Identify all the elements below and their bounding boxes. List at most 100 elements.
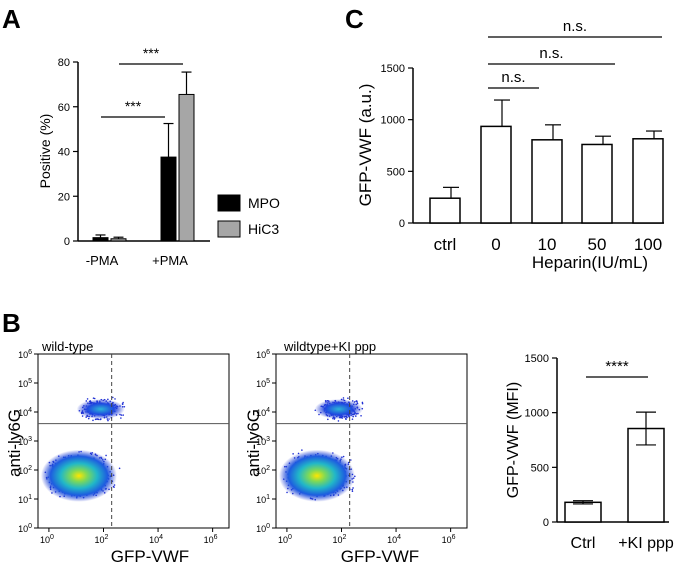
flow-y-tick-label: 103 xyxy=(256,436,270,447)
panel-b-axes: 0 500 1000 1500 xyxy=(525,353,669,529)
bar-c-100 xyxy=(632,138,664,224)
panel-a-y-tick-label: 60 xyxy=(58,102,70,114)
flow-y-tick-exponent: 6 xyxy=(28,349,32,356)
flow-y-tick-exponent: 1 xyxy=(266,494,270,501)
panel-label-b: B xyxy=(2,308,21,338)
flow-plot-2-title: wildtype+KI ppp xyxy=(283,339,376,354)
flow-event-dot xyxy=(361,401,364,404)
flow-event-dot xyxy=(292,453,294,455)
sig-c-100-label: n.s. xyxy=(563,18,587,35)
flow-event-dot xyxy=(112,396,114,399)
flow-y-tick-exponent: 1 xyxy=(28,494,32,501)
flow-x-tick-label: 102 xyxy=(95,534,109,545)
panel-b-y-tick-label: 0 xyxy=(543,517,549,529)
flow-event-dot xyxy=(113,486,115,488)
flow-event-dot xyxy=(347,397,349,400)
flow-y-tick-exponent: 4 xyxy=(266,407,270,414)
panel-c-y-tick-label: 1000 xyxy=(381,115,405,127)
flow-y-tick-exponent: 4 xyxy=(28,407,32,414)
flow-event-dot xyxy=(351,418,354,420)
sig-a-mpo-label: *** xyxy=(125,98,142,114)
panel-b-significance: **** xyxy=(586,358,648,378)
flow-y-tick-label: 100 xyxy=(18,523,32,534)
flow-density-core xyxy=(278,449,355,502)
panel-b-x-tick-label: +KI ppp xyxy=(618,535,674,552)
flow-plot-frame xyxy=(275,353,468,529)
flow-x-tick-exponent: 0 xyxy=(288,534,292,541)
panel-b-y-tick-label: 1500 xyxy=(525,353,549,365)
panel-label-a: A xyxy=(2,4,21,34)
flow-event-dot xyxy=(345,418,347,421)
legend-label-hic3: HiC3 xyxy=(248,221,279,237)
sig-a-hic3-label: *** xyxy=(143,45,160,61)
panel-b-y-axis-label: GFP-VWF (MFI) xyxy=(505,382,522,498)
panel-c-x-tick-label: 100 xyxy=(634,235,662,254)
flow-event-dot xyxy=(86,398,89,400)
flow-plot-1-title: wild-type xyxy=(41,339,93,354)
flow-x-tick-label: 102 xyxy=(333,534,347,545)
panel-c-x-tick-label: ctrl xyxy=(434,235,457,254)
flow-y-tick-exponent: 3 xyxy=(266,436,270,443)
flow-y-tick-label: 102 xyxy=(256,465,270,476)
panel-c-bars: ctrl 0 10 50 100 xyxy=(429,99,664,254)
flow-event-dot xyxy=(108,418,110,420)
flow-event-dot xyxy=(342,455,345,458)
flow-event-dot xyxy=(350,459,352,461)
flow-y-tick-label: 105 xyxy=(256,378,270,389)
flow-y-tick-label: 105 xyxy=(18,378,32,389)
flow-y-tick-label: 104 xyxy=(256,407,270,418)
bar-hic3-0 xyxy=(110,238,127,242)
bar-c-50 xyxy=(581,143,613,224)
panel-a-y-tick-label: 40 xyxy=(58,147,70,159)
panel-b-x-tick-label: Ctrl xyxy=(571,535,596,552)
flow-y-tick-label: 103 xyxy=(18,436,32,447)
flow-x-tick-label: 106 xyxy=(442,534,456,545)
flow-y-tick-exponent: 3 xyxy=(28,436,32,443)
panel-a-y-tick-label: 80 xyxy=(58,57,70,69)
sig-c-10-label: n.s. xyxy=(501,69,525,86)
flow-plot-1-y-label: anti-ly6G xyxy=(5,409,24,477)
flow-event-dot xyxy=(351,488,354,491)
flow-event-dot xyxy=(121,402,124,405)
flow-event-dot xyxy=(105,454,107,457)
flow-x-tick-exponent: 4 xyxy=(397,534,401,541)
panel-a-x-tick-label: +PMA xyxy=(152,253,188,268)
panel-a-bar-chart: Positive (%) 0 20 40 60 80 -PMA +PMA *** *** M… xyxy=(37,45,280,268)
flow-y-tick-label: 102 xyxy=(18,465,32,476)
flow-density-core xyxy=(40,449,117,502)
panel-b-bars: Ctrl +KI ppp xyxy=(564,411,674,552)
bar-c-10 xyxy=(531,139,563,224)
flow-event-dot xyxy=(114,398,116,400)
bar-c-ctrl xyxy=(429,197,461,224)
panel-a-legend: MPO HiC3 xyxy=(217,194,280,238)
flow-y-tick-exponent: 5 xyxy=(28,378,32,385)
flow-y-tick-exponent: 0 xyxy=(28,523,32,530)
flow-event-dot xyxy=(352,487,354,489)
flow-event-dot xyxy=(120,414,123,416)
sig-b-label: **** xyxy=(605,358,629,375)
flow-event-dot xyxy=(342,397,345,399)
flow-event-dot xyxy=(92,419,94,422)
flow-event-dot xyxy=(327,418,329,421)
panel-a-bars: -PMA +PMA xyxy=(86,71,195,268)
flow-y-tick-exponent: 2 xyxy=(266,465,270,472)
flow-event-dot xyxy=(107,419,109,422)
panel-c-y-axis-label: GFP-VWF (a.u.) xyxy=(356,84,375,207)
flow-event-dot xyxy=(87,417,90,420)
flow-y-tick-exponent: 5 xyxy=(266,378,270,385)
legend-swatch-mpo xyxy=(217,194,241,212)
flow-event-dot xyxy=(301,449,303,451)
flow-x-tick-label: 100 xyxy=(278,534,292,545)
flow-x-tick-label: 104 xyxy=(387,534,401,545)
panel-c-x-tick-label: 10 xyxy=(538,235,557,254)
flow-x-tick-exponent: 4 xyxy=(159,534,163,541)
flow-event-dot xyxy=(94,418,97,421)
flow-event-dot xyxy=(351,490,354,493)
flow-event-dot xyxy=(122,414,124,416)
flow-plot-frame xyxy=(37,353,230,529)
flow-event-dot xyxy=(360,415,362,417)
flow-x-tick-exponent: 2 xyxy=(343,534,347,541)
bar-c-0 xyxy=(480,125,512,224)
flow-event-dot xyxy=(337,420,340,422)
